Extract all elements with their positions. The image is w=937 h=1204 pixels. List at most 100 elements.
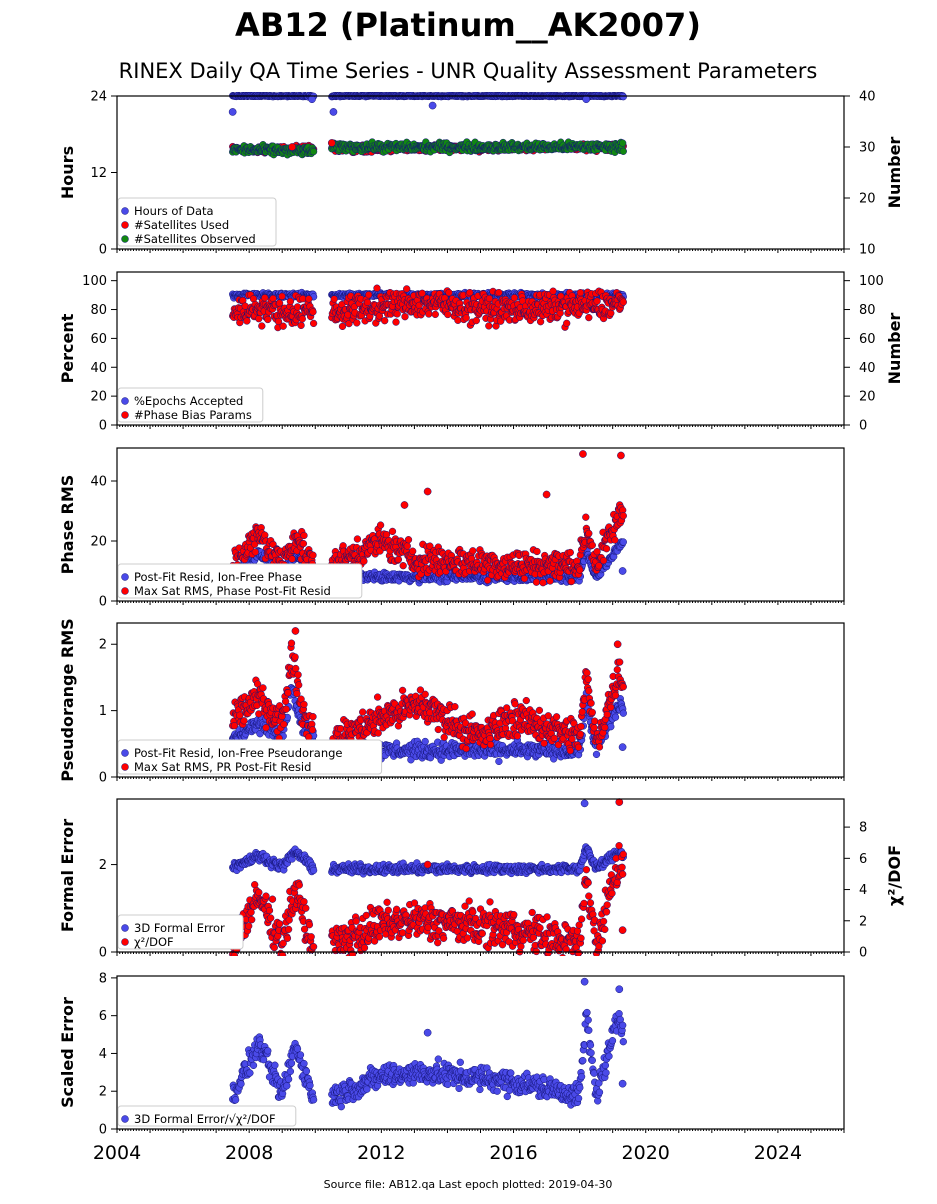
y-right-tick-label: 20 [859,390,876,405]
data-point [400,562,407,569]
data-point [310,309,317,316]
data-point [299,316,306,323]
data-point [301,532,308,539]
data-point [354,536,361,543]
data-point [425,311,432,318]
y-axis-label: Phase RMS [58,475,77,575]
data-point [394,311,401,318]
figure-subtitle: RINEX Daily QA Time Series - UNR Quality… [119,59,818,83]
y-right-tick-label: 30 [859,141,876,156]
y-right-tick-label: 80 [859,303,876,318]
y-tick-label: 40 [90,475,107,490]
data-point [550,288,557,295]
data-point [258,323,265,330]
data-point [255,315,262,322]
y-right-tick-label: 40 [859,90,876,105]
y-axis-label-right: Number [885,313,904,385]
y-tick-label: 0 [99,595,107,610]
legend: Hours of Data#Satellites Used#Satellites… [118,198,276,246]
legend-entry: #Satellites Observed [134,232,256,246]
data-point [620,299,627,306]
data-point [300,540,307,547]
y-tick-label: 0 [99,243,107,258]
data-point [287,298,294,305]
data-point [365,291,372,298]
data-point [463,315,470,322]
panel-percent: 020406080100Percent020406080100Number%Ep… [58,272,904,434]
data-point [620,93,627,100]
data-point [620,539,627,546]
y-tick-label: 24 [90,90,107,105]
data-point [377,522,384,529]
data-point [389,528,396,535]
data-point [594,298,601,305]
y-axis-left: 0 20 40 [90,475,117,610]
data-point [261,532,268,539]
data-point [537,318,544,325]
y-tick-label: 60 [90,332,107,347]
data-point [496,289,503,296]
data-point [607,310,614,317]
data-point [374,285,381,292]
data-point [486,295,493,302]
data-point [444,311,451,318]
x-ticks [117,249,844,253]
outlier-point [328,139,335,146]
y-tick-label: 40 [90,361,107,376]
data-point [289,556,296,563]
y-axis-label: Percent [58,313,77,383]
legend-marker [122,398,129,405]
data-point [364,299,371,306]
data-point [339,323,346,330]
data-point [381,317,388,324]
outlier-point [229,108,236,115]
legend-marker [122,208,129,215]
legend-entry: #Satellites Used [134,218,229,232]
data-point [409,548,416,555]
y-axis-right: 10 20 30 40 [844,90,876,258]
y-tick-label: 20 [90,535,107,550]
y-right-tick-label: 40 [859,361,876,376]
data-point [405,536,412,543]
data-point [563,320,570,327]
data-point [353,320,360,327]
data-point [393,319,400,326]
data-point [261,294,268,301]
legend-marker [122,236,129,243]
data-point [305,296,312,303]
outlier-point [330,108,337,115]
data-point [310,320,317,327]
data-point [298,322,305,329]
data-point [252,549,259,556]
data-point [511,294,518,301]
legend-entry: #Phase Bias Params [134,408,252,422]
y-right-tick-label: 0 [859,419,867,434]
y-right-tick-label: 100 [859,274,884,289]
y-right-tick-label: 20 [859,192,876,207]
y-tick-label: 12 [90,166,107,181]
y-right-tick-label: 10 [859,243,876,258]
data-point [432,311,439,318]
data-point [395,556,402,563]
data-point [485,323,492,330]
data-point [585,314,592,321]
data-point [403,286,410,293]
outlier-point [308,96,315,103]
legend-entry: Hours of Data [134,204,214,218]
data-point [473,317,480,324]
data-point [244,318,251,325]
outlier-point [429,102,436,109]
data-point [361,558,368,565]
outlier-point [289,143,296,150]
legend-marker [122,222,129,229]
data-point [402,313,409,320]
legend: %Epochs Accepted#Phase Bias Params [118,388,263,422]
data-point [577,289,584,296]
data-point [404,543,411,550]
